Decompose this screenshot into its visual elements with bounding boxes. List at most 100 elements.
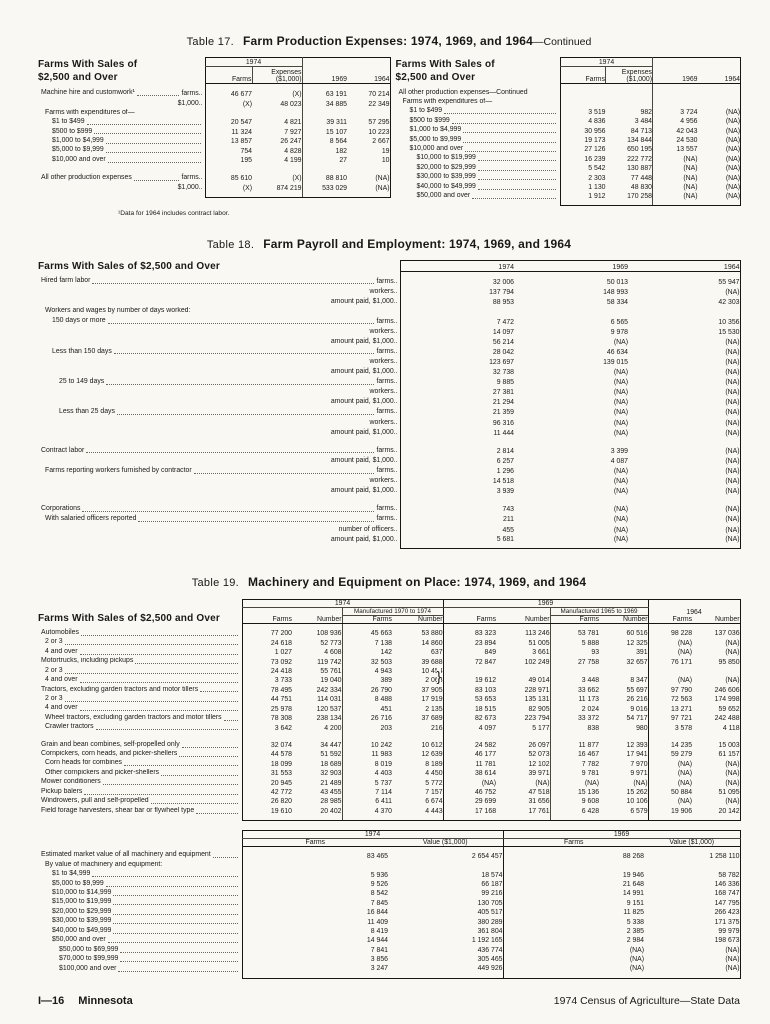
cell-value: (NA) [697,126,741,136]
cell-value: 982 [605,107,653,117]
row-stub: Corporations farms.. [38,496,400,514]
col-header-number: Number [392,615,444,625]
cell-value: 9 526 [241,879,388,890]
row-unit: workers.. [369,327,398,335]
row-stub: workers.. [38,387,400,397]
dot-leader [80,634,238,636]
table-row: 2 or 3 44 751 114 031 8 488 17 919 53 653 135 … [38,694,741,705]
row-stub: Wheel tractors, excluding garden tractor… [38,714,242,723]
cell-value: 134 844 [605,135,653,146]
cell-value: 216 [431,724,443,732]
cell-value: 7 114 [341,787,392,798]
row-stub-flex: Hired farm labor farms.. [38,277,400,287]
row-stub: amount paid, $1,000.. [38,456,400,466]
row-stub-flex: amount paid, $1,000.. [38,397,400,407]
cell-value: 15 262 [626,789,648,797]
cell-value: (NA) [692,768,741,779]
row-label: $10,000 to $19,999 [416,154,476,162]
cell-value: 6 428 [549,806,600,821]
row-stub: All other production expenses farms.. [38,165,205,183]
table18-heading: Farms With Sales of $2,500 and Over [38,261,400,272]
cell-value: 455 [399,524,514,535]
row-stub: Farms with expenditures of— [396,98,561,107]
table-row: $15,000 to $19,999 7 845 130 705 9 151 147 7… [38,898,741,908]
row-unit: farms.. [376,347,398,355]
table-row: $30,000 to $39,999 2 303 77 448 (NA) (NA) [396,173,741,183]
table17-footnote: ¹Data for 1964 includes contract labor. [118,210,230,218]
row-stub-flex: Machine hire and customwork¹ farms.. [38,89,205,99]
cell-value: (NA) [647,778,693,788]
table-row: Grain and bean combines, self-propelled … [38,732,741,751]
cell-value: 8 419 [241,926,388,937]
row-label: 4 and over [45,676,78,684]
row-stub-flex: 2 or 3 [38,638,242,647]
dot-leader [82,510,375,512]
row-label: $1 to $4,999 [52,870,91,878]
row-stub: Mower conditioners [38,778,242,787]
row-unit: amount paid, $1,000.. [330,368,398,376]
row-unit: farms.. [376,408,398,416]
row-stub: $15,000 to $19,999 [38,898,242,907]
cell-value: 119 742 [317,658,342,666]
table-row: Less than 25 days farms.. 21 359 (NA) (NA) [38,407,741,418]
cell-value: 391 [636,649,648,657]
cell-value: 2 385 [502,926,644,937]
cell-value: 266 423 [644,907,741,918]
row-label: All other production expenses [41,173,132,181]
cell-value: 3 733 [241,676,292,686]
row-stub: Grain and bean combines, self-propelled … [38,733,242,750]
row-stub-flex: 4 and over [38,676,242,685]
dot-leader [212,857,238,859]
row-stub-flex: Less than 150 days farms.. [38,347,400,357]
row-stub: Workers and wages by number of days work… [38,307,400,316]
cell-value: 83 103 [442,685,497,695]
cell-value: 27 [339,157,347,165]
cell-value: 16 467 [549,750,600,760]
table17-left-panel: Farms With Sales of $2,500 and Over 1974 19… [38,56,391,198]
cell-value: 98 228 [647,623,693,639]
cell-value: 7 157 [425,789,443,797]
row-label: $50,000 to $69,999 [59,945,119,953]
row-unit: farms.. [376,378,398,386]
row-label: Machine hire and customwork¹ [41,89,135,97]
row-label: Other cornpickers and picker-shellers [45,768,160,776]
row-stub-flex: All other production expenses—Continued [396,89,561,98]
cell-value: (NA) [502,955,644,965]
cell-value [605,97,653,108]
cell-value: 8 189 [425,760,443,768]
cell-value: 4 199 [252,155,303,166]
table-row: amount paid, $1,000.. 56 214 (NA) (NA) [38,336,741,347]
subgroup-header-mfg-1970-1974: Manufactured 1970 to 1974 [341,607,444,617]
table-row: Farms reporting workers furnished by con… [38,466,741,477]
cell-value: 59 652 [692,704,741,714]
cell-value: 449 926 [388,964,503,979]
cell-value: 361 804 [477,928,503,936]
cell-value: (NA) [613,478,628,486]
cell-value: (NA) [697,135,741,146]
row-stub: number of officers.. [38,525,400,535]
row-label: Motortrucks, including pickups [41,657,134,665]
group-header-1974: 1974 [241,829,503,839]
table-row: workers.. 27 381 (NA) (NA) [38,387,741,398]
cell-value [653,98,698,107]
cell-value: 17 168 [442,806,497,821]
group-header-1969: 1969 [502,829,741,839]
row-stub: 4 and over [38,676,242,685]
row-stub-flex: $70,000 to $99,999 [38,955,242,964]
col-header-farms: Farms [442,615,497,625]
table-row: $500 to $999 4 836 3 484 4 956 (NA) [396,116,741,127]
row-stub: $30,000 to $39,999 [38,917,242,926]
row-stub-flex: Cornpickers, corn heads, and picker-shel… [38,750,242,759]
table19-title: Table 19. Machinery and Equipment on Plac… [38,575,740,589]
row-label: Corporations [41,505,81,513]
cell-value: 21 294 [399,397,514,408]
row-label: $10,000 and over [52,155,106,163]
row-stub-flex: $30,000 to $39,999 [396,173,561,182]
row-stub-flex: $500 to $999 [396,117,561,126]
row-stub-flex: $40,000 to $49,999 [396,183,561,192]
row-stub-flex: $5,000 to $9,999 [396,136,561,145]
cell-value: 17 919 [421,696,443,704]
cell-value: (NA) [644,955,741,965]
cell-value: 754 [204,146,252,156]
cell-value: 20 547 [204,118,252,128]
